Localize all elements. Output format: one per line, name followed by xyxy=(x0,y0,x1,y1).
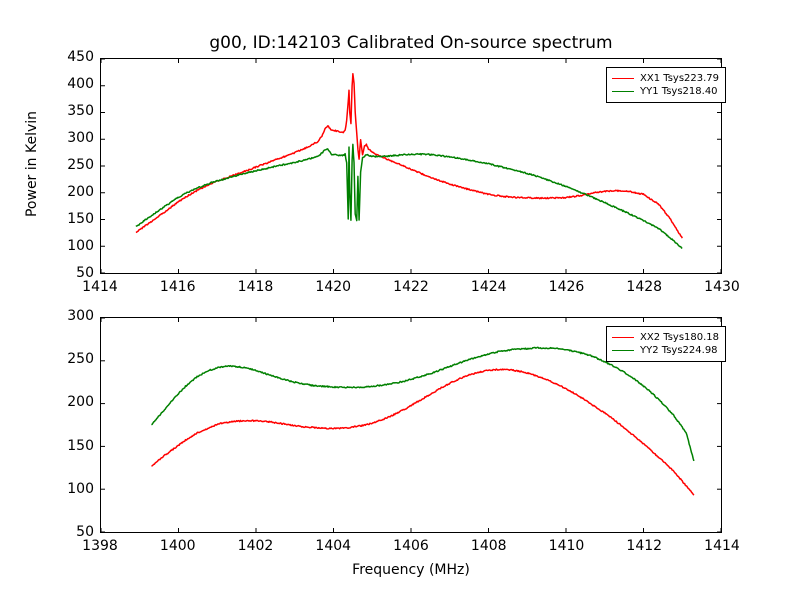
legend-entry-yy1: YY1 Tsys218.40 xyxy=(612,85,719,98)
y-tick-label: 50 xyxy=(76,524,94,540)
legend-label-xx1: XX1 Tsys223.79 xyxy=(640,73,720,84)
x-tick-label: 1422 xyxy=(393,279,429,295)
x-tick-label: 1430 xyxy=(704,279,740,295)
x-tick-label: 1412 xyxy=(626,538,663,554)
x-tick-label: 1410 xyxy=(548,538,585,554)
x-tick-label: 1414 xyxy=(704,538,740,554)
bottom-panel-plot-area xyxy=(101,318,721,532)
legend-label-xx2: XX2 Tsys180.18 xyxy=(640,332,720,343)
y-tick-label: 150 xyxy=(67,211,94,227)
tick-marks xyxy=(101,318,721,532)
legend-swatch-xx2 xyxy=(612,337,634,338)
top-panel-plot-area xyxy=(101,59,721,273)
y-tick-label: 300 xyxy=(67,308,94,324)
series-line xyxy=(151,346,695,462)
legend-swatch-xx1 xyxy=(612,78,634,79)
x-tick-label: 1406 xyxy=(393,538,429,554)
series-line xyxy=(135,143,683,250)
bottom-spectrum-panel: XX2 Tsys180.18 YY2 Tsys224.98 xyxy=(100,317,727,533)
legend-swatch-yy2 xyxy=(612,350,634,351)
x-tick-label: 1398 xyxy=(82,538,118,554)
legend-entry-xx1: XX1 Tsys223.79 xyxy=(612,72,719,85)
y-tick-label: 250 xyxy=(67,351,94,368)
legend-entry-xx2: XX2 Tsys180.18 xyxy=(612,331,719,344)
x-tick-label: 1424 xyxy=(470,279,507,295)
legend-swatch-yy1 xyxy=(612,91,634,92)
y-tick-label: 250 xyxy=(67,157,94,173)
legend-label-yy1: YY1 Tsys218.40 xyxy=(640,86,718,97)
x-tick-label: 1420 xyxy=(315,279,352,295)
x-tick-label: 1402 xyxy=(237,538,274,554)
y-tick-label: 100 xyxy=(67,238,94,254)
y-tick-label: 100 xyxy=(67,480,94,497)
y-tick-label: 300 xyxy=(67,130,94,146)
series-line xyxy=(135,73,683,239)
y-tick-label: 200 xyxy=(67,184,94,200)
x-tick-label: 1414 xyxy=(82,279,118,295)
y-tick-label: 450 xyxy=(67,49,94,65)
legend-entry-yy2: YY2 Tsys224.98 xyxy=(612,344,719,357)
x-tick-label: 1426 xyxy=(548,279,585,295)
figure-title: g00, ID:142103 Calibrated On-source spec… xyxy=(209,33,613,53)
y-tick-label: 350 xyxy=(67,103,94,119)
top-panel-legend: XX1 Tsys223.79 YY1 Tsys218.40 xyxy=(606,67,727,103)
tick-marks xyxy=(101,59,721,273)
y-tick-label: 150 xyxy=(67,437,94,454)
legend-label-yy2: YY2 Tsys224.98 xyxy=(640,345,718,356)
y-axis-label-top: Power in Kelvin xyxy=(24,110,40,218)
x-tick-label: 1418 xyxy=(237,279,274,295)
y-tick-label: 400 xyxy=(67,76,94,92)
y-tick-label: 200 xyxy=(67,394,94,411)
x-tick-label: 1400 xyxy=(159,538,196,554)
top-spectrum-panel: XX1 Tsys223.79 YY1 Tsys218.40 xyxy=(100,58,727,274)
y-tick-label: 50 xyxy=(76,265,94,281)
x-tick-label: 1408 xyxy=(470,538,507,554)
x-axis-label: Frequency (MHz) xyxy=(352,562,470,578)
x-tick-label: 1404 xyxy=(315,538,352,554)
x-tick-label: 1416 xyxy=(159,279,196,295)
x-tick-label: 1428 xyxy=(626,279,663,295)
series-line xyxy=(151,368,695,496)
bottom-panel-legend: XX2 Tsys180.18 YY2 Tsys224.98 xyxy=(606,326,727,362)
